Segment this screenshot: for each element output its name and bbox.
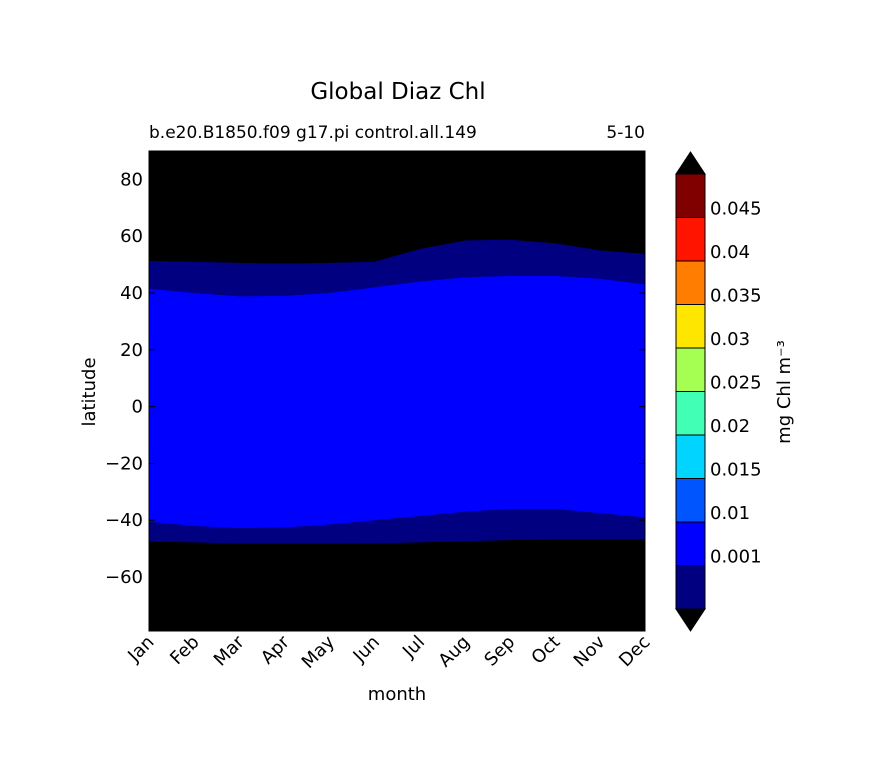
colorbar-tick-label: 0.02 xyxy=(710,416,750,437)
colorbar-segment xyxy=(676,435,705,479)
plot-area xyxy=(148,150,646,632)
x-tick-label: Dec xyxy=(615,632,654,671)
y-tick-label: −40 xyxy=(105,510,143,531)
x-tick-label: Aug xyxy=(434,632,474,672)
x-tick-label: Sep xyxy=(480,632,519,671)
colorbar: 0.001 0.01 0.015 0.02 0.025 0.03 0.035 0.04 0.04… xyxy=(675,151,762,632)
colorbar-extend-min xyxy=(675,608,706,632)
y-tick-label: −60 xyxy=(105,567,143,588)
y-axis-label: latitude xyxy=(79,357,100,426)
colorbar-segment xyxy=(676,478,705,522)
colorbar-segment xyxy=(676,217,705,261)
subtitle-left: b.e20.B1850.f09 g17.pi control.all.149 xyxy=(149,123,477,143)
y-tick-label: −20 xyxy=(105,453,143,474)
colorbar-tick-label: 0.04 xyxy=(710,242,750,263)
colorbar-extend-max xyxy=(675,151,706,175)
band-level-1 xyxy=(149,275,645,529)
colorbar-segment xyxy=(676,348,705,392)
y-tick-label: 60 xyxy=(120,226,143,247)
y-tick-label: 40 xyxy=(120,283,143,304)
x-tick-label: Mar xyxy=(210,631,249,670)
colorbar-segment xyxy=(676,174,705,218)
plot-frame xyxy=(148,150,646,632)
colorbar-segment xyxy=(676,261,705,305)
x-tick-label: Oct xyxy=(527,632,564,669)
x-tick-label: Jun xyxy=(349,632,384,667)
x-axis-label: month xyxy=(368,684,426,705)
colorbar-tick-label: 0.01 xyxy=(710,503,750,524)
y-axis: −60 −40 −20 0 20 40 60 80 xyxy=(105,169,645,588)
colorbar-segment xyxy=(676,304,705,348)
x-tick-label: Nov xyxy=(570,631,610,671)
colorbar-tick-label: 0.015 xyxy=(710,460,762,481)
colorbar-tick-label: 0.025 xyxy=(710,373,762,394)
colorbar-tick-label: 0.001 xyxy=(710,547,762,568)
colorbar-segment xyxy=(676,565,705,609)
x-tick-label: Apr xyxy=(257,631,294,668)
x-tick-label: Jan xyxy=(123,632,158,667)
chart-title: Global Diaz Chl xyxy=(310,79,485,105)
x-tick-label: May xyxy=(298,631,339,672)
colorbar-segment xyxy=(676,391,705,435)
contour-bands xyxy=(149,239,645,544)
x-tick-label: Feb xyxy=(166,632,203,669)
colorbar-tick-label: 0.03 xyxy=(710,329,750,350)
colorbar-tick-label: 0.045 xyxy=(710,199,762,220)
y-tick-label: 20 xyxy=(120,340,143,361)
y-tick-label: 0 xyxy=(132,397,143,418)
subtitle-right: 5-10 xyxy=(606,123,645,143)
colorbar-segment xyxy=(676,522,705,566)
y-tick-label: 80 xyxy=(120,169,143,190)
colorbar-tick-label: 0.035 xyxy=(710,286,762,307)
colorbar-label: mg Chl m⁻³ xyxy=(774,340,795,444)
x-tick-label: Jul xyxy=(398,632,429,663)
